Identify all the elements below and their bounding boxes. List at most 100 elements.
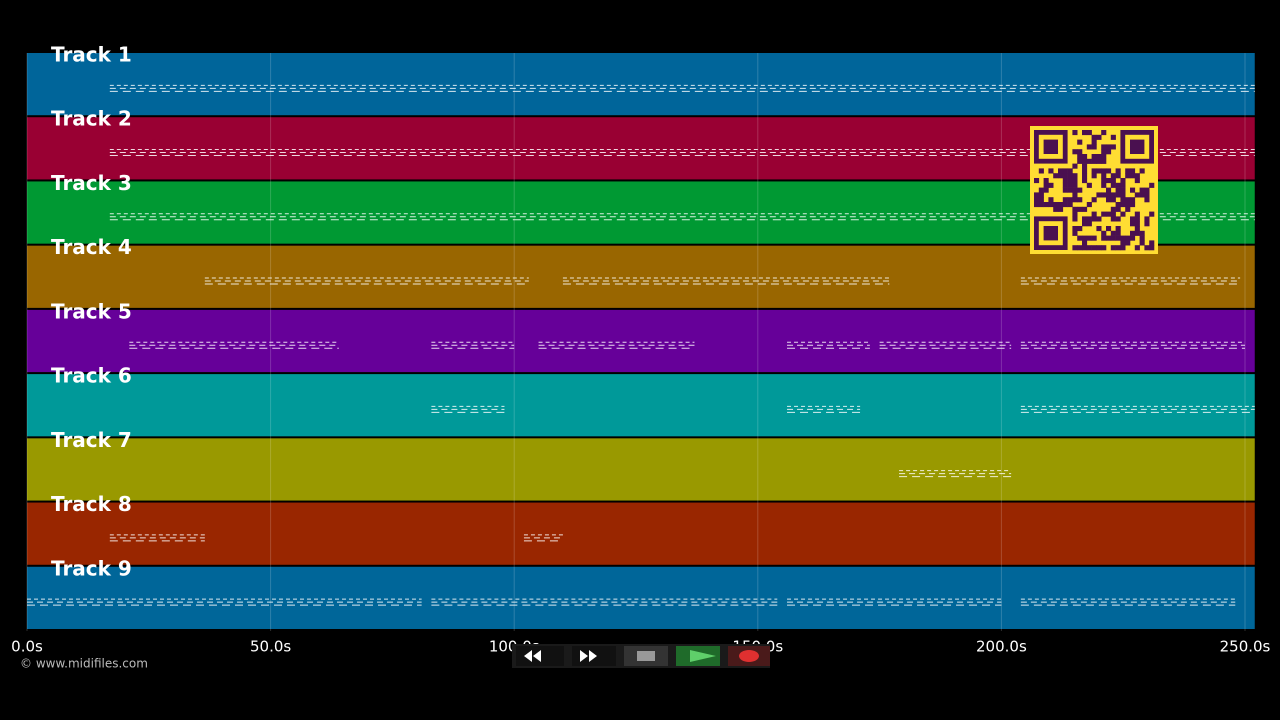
transport-controls xyxy=(512,644,770,668)
qr-cell xyxy=(1110,211,1116,217)
qr-cell xyxy=(1062,187,1068,193)
qr-cell xyxy=(1082,158,1088,164)
qr-cell xyxy=(1101,230,1107,236)
qr-cell xyxy=(1067,187,1073,193)
qr-cell xyxy=(1038,197,1044,203)
qr-cell xyxy=(1072,216,1078,222)
qr-cell xyxy=(1106,226,1112,232)
qr-cell xyxy=(1106,235,1112,241)
qr-cell xyxy=(1048,182,1054,188)
qr-cell xyxy=(1077,158,1083,164)
qr-cell xyxy=(1101,168,1107,174)
qr-cell xyxy=(1106,149,1112,155)
qr-cell xyxy=(1120,192,1126,198)
play-button[interactable] xyxy=(676,646,720,666)
qr-cell xyxy=(1130,235,1136,241)
qr-cell xyxy=(1091,139,1097,145)
qr-cell xyxy=(1062,168,1068,174)
qr-cell xyxy=(1101,130,1107,136)
play-icon xyxy=(690,650,716,662)
qr-cell xyxy=(1086,202,1092,208)
qr-cell xyxy=(1082,245,1088,251)
qr-cell xyxy=(1053,202,1059,208)
qr-cell xyxy=(1086,235,1092,241)
note-span xyxy=(1020,405,1255,413)
note-span xyxy=(879,341,1012,349)
track-lane xyxy=(27,245,1255,308)
note-span xyxy=(129,341,339,349)
rewind-icon xyxy=(524,650,541,662)
forward-button[interactable] xyxy=(572,646,616,666)
track-name: Track 6 xyxy=(51,364,132,388)
qr-cell xyxy=(1110,206,1116,212)
qr-cell xyxy=(1058,202,1064,208)
qr-cell xyxy=(1072,130,1078,136)
qr-cell xyxy=(1134,230,1140,236)
qr-finder xyxy=(1043,139,1058,154)
qr-cell xyxy=(1077,154,1083,160)
qr-cell xyxy=(1101,158,1107,164)
qr-cell xyxy=(1082,168,1088,174)
qr-cell xyxy=(1134,216,1140,222)
stop-button[interactable] xyxy=(624,646,668,666)
qr-cell xyxy=(1096,245,1102,251)
qr-cell xyxy=(1101,211,1107,217)
qr-cell xyxy=(1120,178,1126,184)
qr-cell xyxy=(1077,187,1083,193)
qr-cell xyxy=(1101,235,1107,241)
qr-cell xyxy=(1091,235,1097,241)
note-span xyxy=(787,405,861,413)
rewind-button[interactable] xyxy=(516,646,564,666)
qr-cell xyxy=(1072,197,1078,203)
qr-cell xyxy=(1101,182,1107,188)
qr-cell xyxy=(1101,173,1107,179)
qr-cell xyxy=(1110,182,1116,188)
note-span xyxy=(523,534,563,542)
qr-cell xyxy=(1110,216,1116,222)
qr-cell xyxy=(1058,206,1064,212)
qr-cell xyxy=(1125,206,1131,212)
qr-cell xyxy=(1096,168,1102,174)
qr-cell xyxy=(1106,197,1112,203)
qr-cell xyxy=(1115,206,1121,212)
qr-cell xyxy=(1125,202,1131,208)
qr-cell xyxy=(1120,211,1126,217)
track-lane xyxy=(27,566,1255,629)
qr-cell xyxy=(1038,192,1044,198)
qr-cell xyxy=(1082,235,1088,241)
qr-cell xyxy=(1120,202,1126,208)
qr-cell xyxy=(1106,192,1112,198)
qr-cell xyxy=(1034,202,1040,208)
qr-cell xyxy=(1115,245,1121,251)
qr-cell xyxy=(1067,202,1073,208)
qr-cell xyxy=(1110,173,1116,179)
qr-cell xyxy=(1144,216,1150,222)
track-name: Track 8 xyxy=(51,492,132,516)
qr-cell xyxy=(1120,240,1126,246)
qr-cell xyxy=(1091,173,1097,179)
note-span xyxy=(562,277,890,285)
qr-cell xyxy=(1115,226,1121,232)
qr-cell xyxy=(1034,192,1040,198)
track-name: Track 1 xyxy=(51,43,132,67)
qr-cell xyxy=(1110,230,1116,236)
x-tick-label: 50.0s xyxy=(250,638,291,656)
qr-cell xyxy=(1067,182,1073,188)
record-button[interactable] xyxy=(728,646,770,666)
qr-cell xyxy=(1062,182,1068,188)
qr-cell xyxy=(1115,216,1121,222)
qr-cell xyxy=(1043,182,1049,188)
qr-cell xyxy=(1096,226,1102,232)
qr-cell xyxy=(1106,144,1112,150)
qr-cell xyxy=(1077,149,1083,155)
qr-cell xyxy=(1115,182,1121,188)
note-span xyxy=(109,534,205,542)
qr-cell xyxy=(1086,144,1092,150)
note-span xyxy=(1020,341,1245,349)
qr-cell xyxy=(1091,245,1097,251)
qr-cell xyxy=(1038,202,1044,208)
track-name: Track 5 xyxy=(51,299,132,323)
track-lane xyxy=(27,438,1255,501)
note-span xyxy=(787,598,1002,606)
note-span xyxy=(899,470,1012,478)
